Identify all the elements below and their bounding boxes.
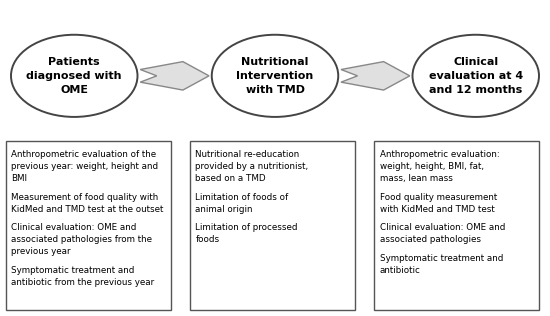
Text: Symptomatic treatment and: Symptomatic treatment and bbox=[379, 254, 503, 263]
Text: Patients
diagnosed with
OME: Patients diagnosed with OME bbox=[26, 57, 122, 95]
Text: mass, lean mass: mass, lean mass bbox=[379, 174, 453, 183]
Text: previous year: previous year bbox=[11, 247, 70, 256]
Text: Measurement of food quality with: Measurement of food quality with bbox=[11, 193, 158, 202]
Text: Anthropometric evaluation of the: Anthropometric evaluation of the bbox=[11, 150, 156, 159]
Text: KidMed and TMD test at the outset: KidMed and TMD test at the outset bbox=[11, 205, 163, 214]
Ellipse shape bbox=[412, 35, 539, 117]
FancyBboxPatch shape bbox=[374, 141, 539, 310]
FancyBboxPatch shape bbox=[190, 141, 355, 310]
Text: antibiotic: antibiotic bbox=[379, 266, 420, 275]
Text: weight, height, BMI, fat,: weight, height, BMI, fat, bbox=[379, 162, 483, 171]
Text: associated pathologies: associated pathologies bbox=[379, 235, 481, 244]
Ellipse shape bbox=[212, 35, 338, 117]
Text: Symptomatic treatment and: Symptomatic treatment and bbox=[11, 266, 134, 275]
Text: Nutritional
Intervention
with TMD: Nutritional Intervention with TMD bbox=[236, 57, 314, 95]
Text: Clinical evaluation: OME and: Clinical evaluation: OME and bbox=[11, 223, 136, 232]
Text: Food quality measurement: Food quality measurement bbox=[379, 193, 497, 202]
Text: BMI: BMI bbox=[11, 174, 27, 183]
Text: with KidMed and TMD test: with KidMed and TMD test bbox=[379, 205, 494, 214]
Polygon shape bbox=[140, 62, 209, 90]
Text: Limitation of processed: Limitation of processed bbox=[195, 223, 298, 232]
Text: associated pathologies from the: associated pathologies from the bbox=[11, 235, 152, 244]
FancyBboxPatch shape bbox=[6, 141, 170, 310]
Text: Clinical evaluation: OME and: Clinical evaluation: OME and bbox=[379, 223, 505, 232]
Text: foods: foods bbox=[195, 235, 219, 244]
Text: Clinical
evaluation at 4
and 12 months: Clinical evaluation at 4 and 12 months bbox=[428, 57, 523, 95]
Text: provided by a nutritionist,: provided by a nutritionist, bbox=[195, 162, 309, 171]
Text: Limitation of foods of: Limitation of foods of bbox=[195, 193, 288, 202]
Text: Nutritional re-education: Nutritional re-education bbox=[195, 150, 300, 159]
Text: Anthropometric evaluation:: Anthropometric evaluation: bbox=[379, 150, 499, 159]
Text: previous year: weight, height and: previous year: weight, height and bbox=[11, 162, 158, 171]
Text: animal origin: animal origin bbox=[195, 205, 253, 214]
Text: antibiotic from the previous year: antibiotic from the previous year bbox=[11, 278, 154, 287]
Polygon shape bbox=[341, 62, 410, 90]
Text: based on a TMD: based on a TMD bbox=[195, 174, 266, 183]
Ellipse shape bbox=[11, 35, 138, 117]
